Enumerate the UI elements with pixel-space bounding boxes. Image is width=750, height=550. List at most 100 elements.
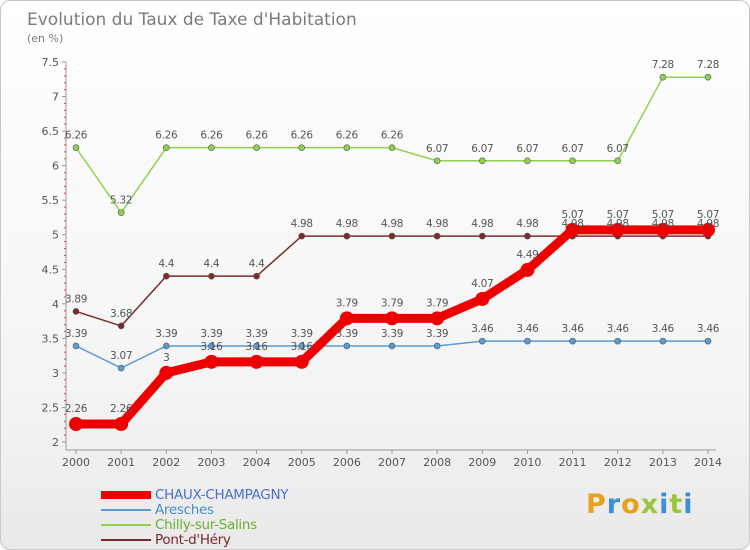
series-point xyxy=(159,365,174,380)
series-point xyxy=(430,311,445,326)
data-label: 3.39 xyxy=(426,328,448,340)
x-tick-label: 2008 xyxy=(423,456,451,469)
legend-swatch xyxy=(101,538,151,541)
series-point xyxy=(208,144,215,151)
legend-label: Pont-d'Héry xyxy=(155,531,231,548)
data-label: 6.26 xyxy=(291,130,314,142)
data-label: 4.49 xyxy=(516,249,538,261)
data-label: 2.26 xyxy=(110,403,133,415)
legend-swatch xyxy=(101,523,151,526)
series-point xyxy=(343,232,351,240)
logo-letter: P xyxy=(586,489,607,520)
data-label: 4.98 xyxy=(336,218,358,230)
series-point xyxy=(343,144,351,151)
series-1 xyxy=(72,337,712,372)
axes: 2 2.5 3 3.5 4 4.5 5 5.5 6 6.5 7 7.5 2000 2001 2002 2003… xyxy=(42,56,723,469)
data-label: 5.07 xyxy=(697,209,719,221)
y-tick-label: 3 xyxy=(52,367,59,380)
logo-letter: x xyxy=(640,489,660,520)
x-tick-label: 2002 xyxy=(152,456,180,469)
series-point xyxy=(253,342,260,350)
data-label: 6.07 xyxy=(561,143,583,155)
series-point xyxy=(520,262,535,277)
data-label: 2.26 xyxy=(65,403,88,415)
series-point xyxy=(253,144,260,151)
legend-swatch xyxy=(101,508,151,511)
x-tick-label: 2013 xyxy=(649,456,677,469)
data-label: 3.07 xyxy=(110,350,132,362)
x-tick-label: 2005 xyxy=(288,456,316,469)
series-point xyxy=(249,354,264,369)
data-label: 6.26 xyxy=(200,130,223,142)
legend-item: Pont-d'Héry xyxy=(101,531,288,548)
data-label: 5.07 xyxy=(607,209,629,221)
data-label: 3.46 xyxy=(516,323,539,335)
data-label: 3.39 xyxy=(155,328,177,340)
series-point xyxy=(524,337,531,345)
series-point xyxy=(704,73,712,81)
data-label: 3.46 xyxy=(471,323,494,335)
series-point xyxy=(659,337,667,345)
data-labels: 6.26 5.32 6.26 6.26 6.26 6.26 6.26 6.26 6.07 6.07… xyxy=(65,59,720,415)
data-label: 4.98 xyxy=(697,218,719,230)
data-label: 3.68 xyxy=(110,308,132,320)
data-label: 6.26 xyxy=(336,130,359,142)
data-label: 3.39 xyxy=(65,328,87,340)
data-label: 3.46 xyxy=(607,323,630,335)
series-point xyxy=(433,342,441,350)
logo-letter: o xyxy=(621,489,641,520)
series-point xyxy=(162,272,170,280)
series-point xyxy=(117,209,125,216)
series-point xyxy=(294,354,309,369)
logo-letter: i xyxy=(683,489,694,520)
data-label: 6.07 xyxy=(516,143,538,155)
proxiti-logo: Proxiti xyxy=(586,489,694,520)
y-tick-label: 7 xyxy=(52,91,59,104)
data-label: 3.46 xyxy=(652,323,675,335)
y-tick-label: 6 xyxy=(52,160,59,173)
series-point xyxy=(704,337,712,345)
series-point xyxy=(655,222,670,237)
legend-label: CHAUX-CHAMPAGNY xyxy=(155,486,289,503)
series-layer xyxy=(69,73,715,432)
series-point xyxy=(204,354,219,369)
logo-letter: r xyxy=(606,489,622,520)
logo-letter: i xyxy=(659,489,670,520)
y-tick-label: 5 xyxy=(52,229,59,242)
series-point xyxy=(701,222,715,237)
data-label: 6.26 xyxy=(381,130,404,142)
series-point xyxy=(72,144,80,151)
series-point xyxy=(339,311,354,326)
y-tick-label: 2.5 xyxy=(42,401,60,414)
series-point xyxy=(385,311,399,326)
data-label: 3.39 xyxy=(336,328,358,340)
data-label: 4.4 xyxy=(249,258,265,270)
x-tick-label: 2012 xyxy=(604,456,632,469)
legend-label: Aresches xyxy=(155,501,214,518)
legend-label: Chilly-sur-Salins xyxy=(155,516,257,533)
data-label: 5.07 xyxy=(561,209,583,221)
data-label: 6.26 xyxy=(245,130,268,142)
data-label: 5.32 xyxy=(110,195,132,207)
x-tick-label: 2009 xyxy=(468,456,496,469)
series-point xyxy=(478,157,486,165)
series-point xyxy=(388,342,396,350)
series-point xyxy=(610,222,625,237)
data-label: 6.07 xyxy=(607,143,629,155)
series-point xyxy=(659,73,667,81)
series-point xyxy=(433,157,441,165)
data-label: 3.39 xyxy=(245,328,267,340)
data-label: 3.46 xyxy=(697,323,720,335)
data-label: 3.89 xyxy=(65,293,87,305)
series-point xyxy=(614,157,622,165)
legend-item: Aresches xyxy=(101,501,288,518)
data-label: 4.4 xyxy=(204,258,220,270)
y-tick-label: 5.5 xyxy=(42,194,60,207)
series-point xyxy=(208,272,215,280)
data-label: 4.4 xyxy=(158,258,174,270)
data-label: 4.98 xyxy=(607,218,629,230)
series-point xyxy=(565,222,580,237)
data-label: 3.16 xyxy=(291,341,314,353)
y-tick-label: 2 xyxy=(52,436,59,449)
